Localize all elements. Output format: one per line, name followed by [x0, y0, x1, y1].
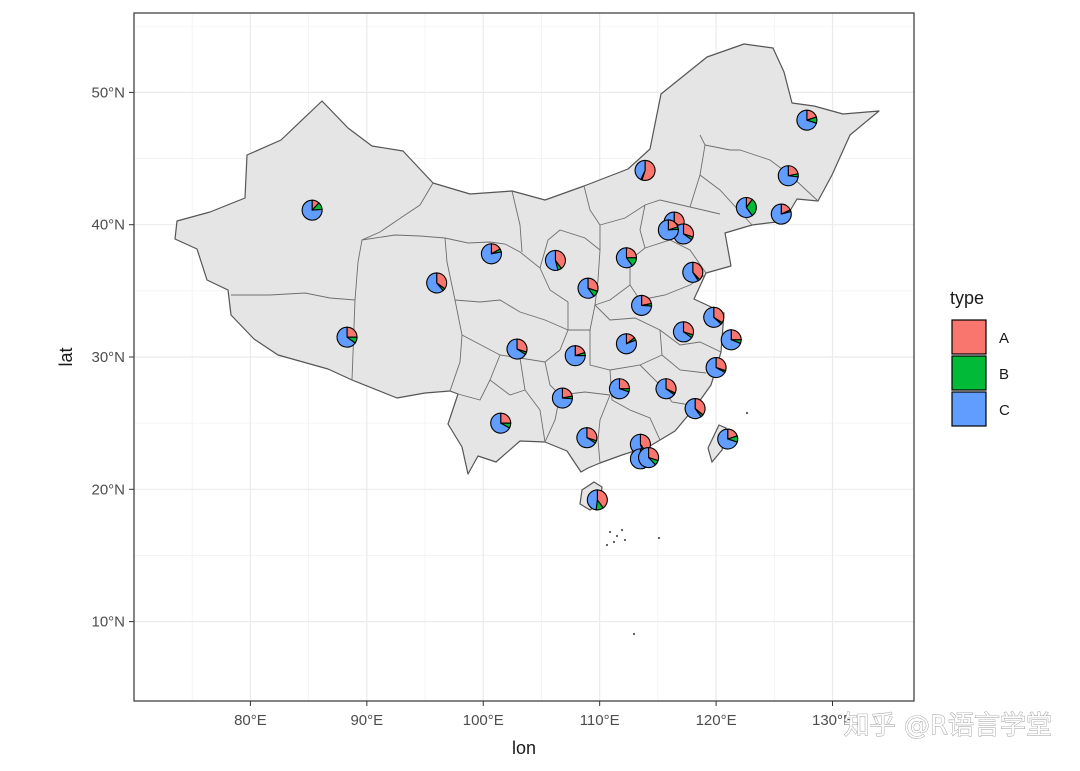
x-tick-label: 90°E [350, 712, 383, 729]
legend-key-A [951, 319, 987, 355]
watermark: 知乎 @R语言学堂 [844, 711, 1052, 741]
pie-glyph [672, 321, 695, 343]
pie-glyph [634, 159, 656, 181]
legend-label-C: C [999, 402, 1010, 419]
pie-glyph [703, 306, 725, 328]
pie-slice-C [564, 345, 586, 367]
x-tick-label: 130°E [812, 712, 853, 729]
pie-slice-C [655, 378, 675, 400]
x-axis-title: lon [512, 738, 536, 758]
pie-glyph [684, 398, 706, 420]
pie-slice-A [596, 489, 608, 509]
pie-glyph [506, 338, 528, 360]
pie-slice-C [480, 243, 502, 265]
x-axis-ticks: 80°E 90°E 100°E 110°E 120°E 130°E [234, 701, 853, 729]
y-tick-label: 20°N [91, 481, 125, 498]
pie-glyph [586, 489, 608, 511]
pie-glyph [796, 109, 818, 131]
pie-slice-C [544, 249, 559, 271]
pie-slice-A [554, 249, 566, 270]
pie-slice-C [672, 321, 693, 343]
y-axis-ticks: 10°N 20°N 30°N 40°N 50°N [91, 84, 134, 631]
pie-glyph [426, 272, 448, 294]
pie-slice-C [615, 333, 637, 355]
pie-slice-C [777, 165, 799, 187]
pie-slice-C [631, 294, 653, 316]
legend-label-A: A [999, 330, 1009, 347]
pie-slice-C [735, 196, 754, 218]
pie-slice-C [586, 489, 598, 511]
pie-glyph [717, 428, 739, 450]
pie-glyph [551, 387, 573, 409]
pie-slice-C [506, 338, 527, 360]
pie-slice-C [615, 247, 634, 269]
pie-slice-C [720, 329, 742, 351]
legend-title: type [950, 288, 984, 308]
pie-glyph [336, 326, 358, 348]
y-tick-label: 30°N [91, 349, 125, 366]
pie-slice-C [717, 428, 738, 450]
pie-glyphs [301, 109, 818, 511]
legend-key-B [951, 355, 987, 391]
y-tick-label: 10°N [91, 614, 125, 631]
y-tick-label: 50°N [91, 84, 125, 101]
pie-slice-C [577, 277, 595, 299]
pie-slice-C [682, 261, 699, 283]
pie-glyph [615, 333, 637, 355]
y-tick-label: 40°N [91, 217, 125, 234]
pie-glyph [576, 427, 598, 449]
legend-label-B: B [999, 366, 1009, 383]
pie-glyph [705, 357, 727, 379]
pie-glyph [490, 412, 512, 434]
pie-glyph [720, 329, 742, 351]
south-china-sea-islands [605, 411, 749, 636]
pie-glyph [770, 203, 792, 225]
pie-slice-C [336, 326, 356, 348]
china-map [174, 43, 880, 636]
pie-slice-C [638, 447, 657, 469]
pie-glyph [682, 261, 704, 283]
pie-glyph [638, 447, 660, 469]
x-tick-label: 80°E [234, 712, 267, 729]
pie-glyph [544, 249, 566, 271]
pie-glyph [777, 165, 799, 187]
pie-glyph [735, 196, 757, 218]
legend: type A B C [950, 288, 1010, 427]
x-tick-label: 120°E [696, 712, 737, 729]
pie-slice-C [705, 357, 726, 379]
pie-slice-A [692, 261, 704, 281]
x-tick-label: 110°E [580, 712, 620, 729]
pie-slice-C [576, 427, 597, 449]
pie-glyph [655, 378, 677, 400]
pie-slice-C [426, 272, 444, 294]
pie-glyph [577, 277, 599, 299]
pie-slice-C [684, 398, 702, 420]
pie-slice-C [703, 306, 722, 328]
pie-glyph [657, 219, 679, 241]
pie-slice-C [770, 203, 792, 225]
legend-key-C [951, 391, 987, 427]
province-borders [231, 134, 819, 464]
pie-glyph [301, 199, 323, 221]
pie-slice-C [608, 378, 630, 400]
pie-slice-C [490, 412, 511, 434]
x-tick-label: 100°E [463, 712, 504, 729]
pie-glyph [615, 247, 637, 269]
pie-glyph [564, 345, 586, 367]
pie-slice-C [657, 219, 679, 241]
y-axis-title: lat [56, 347, 76, 366]
pie-slice-C [551, 387, 573, 409]
pie-slice-C [796, 109, 818, 131]
pie-slice-C [634, 159, 646, 181]
pie-slice-C [301, 199, 323, 221]
pie-glyph [631, 294, 653, 316]
pie-glyph [608, 378, 631, 400]
pie-glyph [480, 243, 502, 265]
